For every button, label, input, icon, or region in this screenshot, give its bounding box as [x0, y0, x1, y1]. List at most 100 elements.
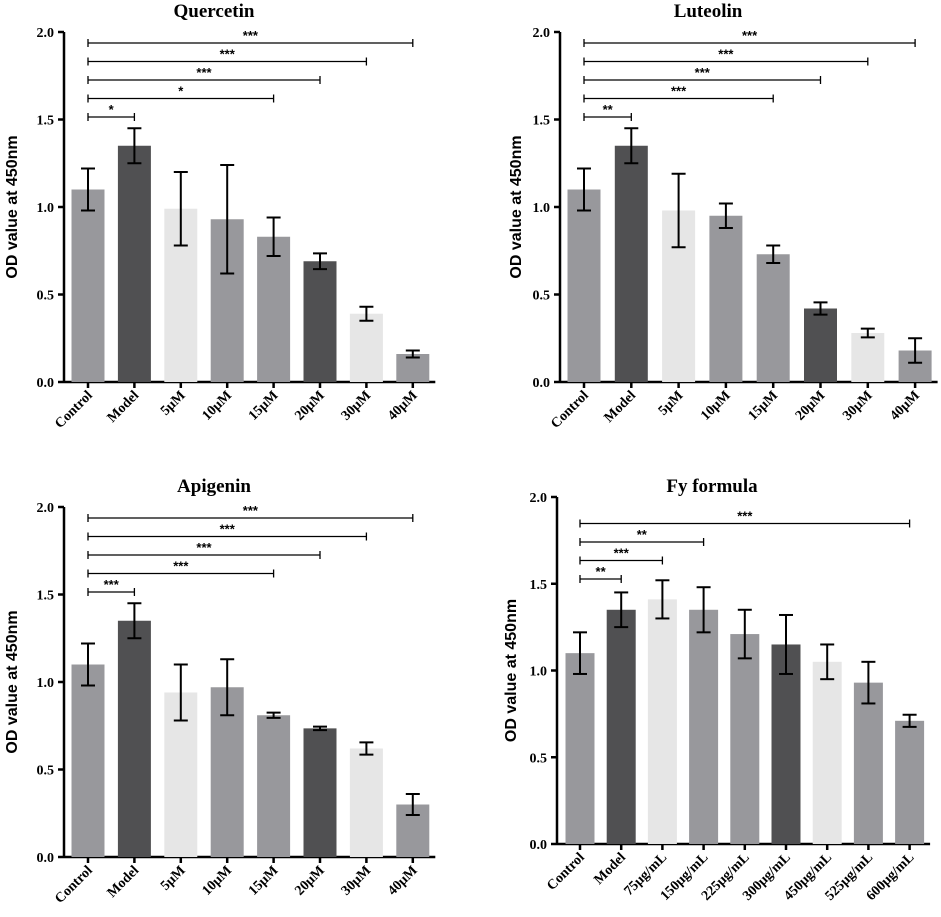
x-tick-label-model: Model	[591, 850, 629, 888]
y-axis-label: OD value at 450nm	[503, 599, 520, 742]
chart-panel-apigenin: Apigenin OD value at 450nm 0.0 0.5 1.0 1.5 2.0…	[4, 476, 436, 907]
bar-30um	[349, 748, 383, 857]
y-tick-label: 2.0	[37, 26, 55, 41]
x-tick-label-20um: 20μM	[292, 388, 327, 423]
bar-75ug-ml	[647, 599, 677, 844]
significance-label: ***	[614, 546, 630, 561]
bar-model	[614, 145, 648, 382]
bar-control	[71, 189, 105, 382]
bar-40um	[396, 354, 430, 382]
significance-label: ***	[671, 84, 687, 99]
x-tick-label-5um: 5μM	[656, 388, 687, 419]
significance-label: ***	[737, 509, 753, 524]
bar-control	[71, 664, 105, 857]
significance-label: ***	[104, 577, 120, 592]
y-tick-label: 0.5	[37, 764, 55, 779]
significance-label: ***	[220, 522, 236, 537]
chart-title: Luteolin	[674, 1, 743, 22]
x-tick-label-15um: 15μM	[246, 388, 281, 423]
chart-panel-quercetin: Quercetin OD value at 450nm 0.0 0.5 1.0 1.5 2.…	[4, 1, 436, 432]
significance-label: ***	[718, 47, 734, 62]
bar-525ug-ml	[853, 682, 883, 844]
x-tick-label-20um: 20μM	[793, 388, 828, 423]
chart-title: Apigenin	[177, 476, 251, 497]
bar-15um	[756, 254, 790, 382]
bar-model	[117, 145, 151, 382]
bar-600ug-ml	[895, 720, 925, 844]
x-tick-label-40um: 40μM	[385, 863, 420, 898]
significance-label: *	[178, 84, 184, 99]
significance-label: ***	[695, 65, 711, 80]
y-tick-label: 1.5	[37, 114, 55, 129]
x-tick-label-15um: 15μM	[746, 388, 781, 423]
significance-label: ***	[196, 65, 212, 80]
x-tick-label-20um: 20μM	[292, 863, 327, 898]
y-tick-label: 0.0	[37, 851, 55, 866]
y-tick-label: 1.0	[37, 201, 55, 216]
x-tick-label-30um: 30μM	[339, 388, 374, 423]
bar-30um	[851, 333, 885, 382]
x-tick-label-control: Control	[548, 388, 592, 432]
x-tick-label-15um: 15μM	[246, 863, 281, 898]
y-tick-label: 2.0	[37, 501, 55, 516]
y-tick-label: 1.5	[37, 589, 55, 604]
y-tick-label: 0.5	[530, 751, 548, 766]
chart-title: Fy formula	[666, 476, 758, 497]
y-tick-label: 0.0	[37, 376, 55, 391]
y-tick-label: 1.5	[533, 114, 551, 129]
y-axis-label: OD value at 450nm	[4, 135, 21, 278]
bar-20um	[804, 308, 837, 382]
x-tick-label-10um: 10μM	[698, 388, 733, 423]
bar-10um	[709, 215, 743, 382]
y-tick-label: 1.0	[533, 201, 551, 216]
y-tick-label: 1.0	[530, 665, 548, 680]
significance-label: *	[109, 102, 115, 117]
bar-20um	[303, 728, 337, 857]
significance-label: **	[637, 527, 648, 542]
x-tick-label-30um: 30μM	[339, 863, 374, 898]
y-axis-label: OD value at 450nm	[4, 610, 21, 753]
y-tick-label: 0.5	[37, 289, 55, 304]
x-tick-label-control: Control	[52, 388, 96, 432]
bar-model	[117, 620, 151, 857]
bar-225ug-ml	[730, 634, 760, 844]
y-tick-label: 1.0	[37, 676, 55, 691]
significance-label: ***	[243, 28, 259, 43]
bar-control	[567, 189, 601, 382]
x-tick-label-40um: 40μM	[385, 388, 420, 423]
significance-label: ***	[173, 559, 189, 574]
y-tick-label: 0.0	[530, 838, 548, 853]
y-tick-label: 0.5	[533, 289, 551, 304]
bar-model	[606, 609, 636, 844]
bar-450ug-ml	[812, 661, 842, 844]
bar-30um	[349, 313, 383, 382]
y-tick-label: 2.0	[530, 491, 548, 506]
significance-label: ***	[220, 47, 236, 62]
x-tick-label-model: Model	[105, 863, 143, 901]
significance-label: ***	[742, 28, 758, 43]
bar-15um	[257, 715, 291, 857]
x-tick-label-model: Model	[602, 388, 640, 426]
x-tick-label-5um: 5μM	[158, 388, 189, 419]
x-tick-label-control: Control	[544, 850, 588, 894]
x-tick-label-10um: 10μM	[200, 863, 235, 898]
x-tick-label-control: Control	[52, 863, 96, 907]
significance-label: ***	[196, 540, 212, 555]
x-tick-label-30um: 30μM	[840, 388, 875, 423]
chart-panel-fy-formula: Fy formula OD value at 450nm 0.0 0.5 1.0 1.5 2…	[503, 476, 931, 904]
x-tick-label-5um: 5μM	[158, 863, 189, 894]
chart-panel-luteolin: Luteolin OD value at 450nm 0.0 0.5 1.0 1.5 2.0…	[508, 1, 938, 432]
x-tick-label-10um: 10μM	[200, 388, 235, 423]
y-tick-label: 1.5	[530, 578, 548, 593]
bar-20um	[303, 261, 337, 382]
bar-300ug-ml	[771, 644, 801, 844]
bar-150ug-ml	[689, 609, 719, 844]
significance-label: **	[596, 564, 607, 579]
x-tick-label-40um: 40μM	[887, 388, 922, 423]
bar-15um	[257, 236, 291, 382]
chart-title: Quercetin	[174, 1, 255, 22]
y-tick-label: 2.0	[533, 26, 551, 41]
bar-control	[565, 653, 595, 844]
x-tick-label-model: Model	[105, 388, 143, 426]
